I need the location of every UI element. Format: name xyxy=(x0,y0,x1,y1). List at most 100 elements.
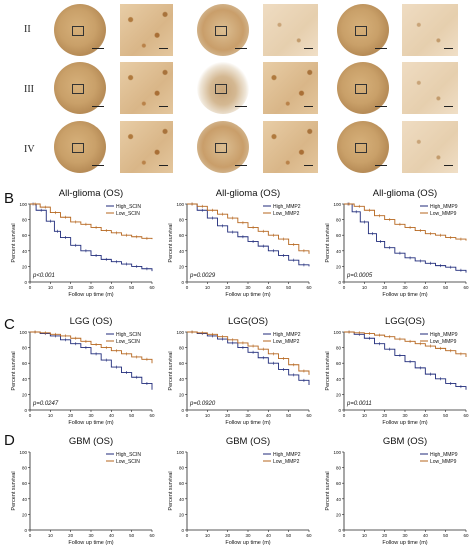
x-tick-label: 50 xyxy=(129,285,135,290)
p-value: p=0.0029 xyxy=(189,273,216,279)
zoom-region-marker xyxy=(355,143,367,153)
legend-label: High_SCIN xyxy=(116,204,141,210)
x-tick-label: 40 xyxy=(266,413,272,418)
x-tick-label: 50 xyxy=(286,533,292,538)
x-tick-label: 40 xyxy=(423,533,429,538)
plot-title: GBM (OS) xyxy=(226,436,270,447)
x-tick-label: 30 xyxy=(245,533,251,538)
x-tick-label: 20 xyxy=(68,533,74,538)
y-tick-label: 100 xyxy=(19,450,27,455)
magnified-tissue-image xyxy=(402,62,458,114)
y-tick-label: 100 xyxy=(176,202,184,207)
legend-label: Low_MMP2 xyxy=(273,459,300,465)
magnified-tissue-image xyxy=(120,62,173,114)
y-tick-label: 20 xyxy=(336,264,342,269)
x-tick-label: 40 xyxy=(266,285,272,290)
y-tick-label: 0 xyxy=(338,528,341,533)
x-tick-label: 50 xyxy=(286,413,292,418)
magnified-tissue-image xyxy=(263,121,318,173)
scale-bar xyxy=(235,106,247,107)
survival-curve-high xyxy=(187,203,310,267)
grade-label: III xyxy=(24,84,34,95)
x-tick-label: 60 xyxy=(149,533,155,538)
magnified-tissue-image xyxy=(120,4,173,56)
y-tick-label: 0 xyxy=(181,280,184,285)
y-tick-label: 100 xyxy=(333,450,341,455)
tissue-core-image xyxy=(197,121,249,173)
y-tick-label: 80 xyxy=(179,346,185,351)
km-survival-plot: GBM (OS) 0 20 40 60 80 100 0 10 20 30 40 50 60 Follow … xyxy=(11,436,155,546)
y-axis-label: Percent survival xyxy=(11,223,17,262)
x-axis-label: Follow up time (m) xyxy=(68,540,113,546)
scale-bar xyxy=(159,48,168,49)
p-value: p=0.0005 xyxy=(346,273,373,279)
plot-title: All-glioma (OS) xyxy=(216,188,280,199)
km-survival-plot: All-glioma (OS) 0 20 40 60 80 100 0 10 20 30 40 50 60… xyxy=(168,188,312,298)
x-axis-label: Follow up time (m) xyxy=(225,540,270,546)
y-axis-label: Percent survival xyxy=(11,351,17,390)
y-tick-label: 60 xyxy=(179,361,185,366)
legend-label: Low_MMP2 xyxy=(273,339,300,345)
x-tick-label: 30 xyxy=(88,285,94,290)
magnified-tissue-image xyxy=(120,121,173,173)
y-tick-label: 0 xyxy=(24,280,27,285)
y-tick-label: 20 xyxy=(179,512,185,517)
y-tick-label: 100 xyxy=(176,450,184,455)
y-tick-label: 60 xyxy=(336,481,342,486)
x-tick-label: 60 xyxy=(463,285,469,290)
km-survival-plot: LGG (OS) 0 20 40 60 80 100 0 10 20 30 40 50 60 Follow … xyxy=(11,316,155,426)
x-tick-label: 0 xyxy=(29,413,32,418)
tissue-core-image xyxy=(54,62,106,114)
x-tick-label: 50 xyxy=(129,413,135,418)
panel-letter: B xyxy=(4,190,15,207)
zoom-region-marker xyxy=(72,84,84,94)
legend-label: Low_MMP9 xyxy=(430,339,457,345)
tissue-core-image xyxy=(337,121,389,173)
y-tick-label: 80 xyxy=(179,218,185,223)
scale-bar xyxy=(444,106,453,107)
x-tick-label: 20 xyxy=(382,533,388,538)
zoom-region-marker xyxy=(72,143,84,153)
x-tick-label: 30 xyxy=(245,413,251,418)
y-tick-label: 80 xyxy=(22,346,28,351)
x-tick-label: 20 xyxy=(68,285,74,290)
tissue-core-image xyxy=(337,62,389,114)
y-tick-label: 100 xyxy=(333,202,341,207)
x-tick-label: 10 xyxy=(48,413,54,418)
magnified-tissue-image xyxy=(263,62,318,114)
y-tick-label: 80 xyxy=(179,466,185,471)
x-tick-label: 20 xyxy=(225,285,231,290)
y-tick-label: 100 xyxy=(19,330,27,335)
y-tick-label: 40 xyxy=(22,497,28,502)
y-tick-label: 40 xyxy=(179,497,185,502)
y-axis-label: Percent survival xyxy=(325,351,331,390)
survival-curve-high xyxy=(30,331,153,390)
legend-label: Low_SCIN xyxy=(116,339,140,345)
y-tick-label: 0 xyxy=(181,528,184,533)
legend-label: High_MMP9 xyxy=(430,452,458,458)
x-axis-label: Follow up time (m) xyxy=(68,292,113,298)
x-tick-label: 60 xyxy=(149,413,155,418)
x-tick-label: 20 xyxy=(68,413,74,418)
y-tick-label: 0 xyxy=(24,528,27,533)
scale-bar xyxy=(304,48,313,49)
tissue-core-image xyxy=(54,4,106,56)
y-tick-label: 20 xyxy=(22,392,28,397)
x-tick-label: 0 xyxy=(186,533,189,538)
x-tick-label: 30 xyxy=(245,285,251,290)
y-tick-label: 60 xyxy=(22,233,28,238)
plot-title: LGG(OS) xyxy=(385,316,425,327)
x-tick-label: 10 xyxy=(362,413,368,418)
x-axis-label: Follow up time (m) xyxy=(225,420,270,426)
scale-bar xyxy=(92,165,104,166)
survival-curve-high xyxy=(344,203,467,273)
x-tick-label: 30 xyxy=(402,413,408,418)
tissue-core-image xyxy=(54,121,106,173)
legend-label: High_MMP2 xyxy=(273,452,301,458)
scale-bar xyxy=(159,165,168,166)
y-tick-label: 60 xyxy=(22,361,28,366)
y-tick-label: 60 xyxy=(179,233,185,238)
x-tick-label: 0 xyxy=(343,413,346,418)
x-tick-label: 30 xyxy=(88,533,94,538)
y-axis-label: Percent survival xyxy=(168,351,174,390)
